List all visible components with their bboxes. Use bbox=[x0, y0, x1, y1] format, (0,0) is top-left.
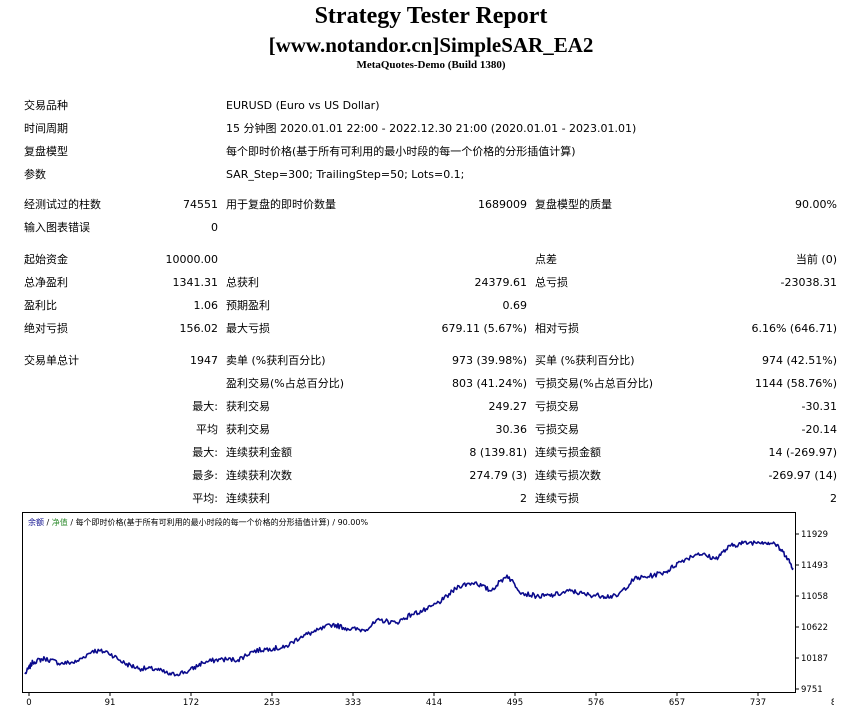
avg-consec-losses-label: 连续亏损 bbox=[535, 492, 579, 505]
errors-label: 输入图表错误 bbox=[24, 221, 90, 234]
bars-value: 74551 bbox=[183, 198, 218, 211]
expert-name: [www.notandor.cn]SimpleSAR_EA2 bbox=[268, 33, 594, 57]
average-prefix: 平均 bbox=[196, 423, 218, 436]
legend-balance: 余额 bbox=[28, 517, 44, 527]
symbol-label: 交易品种 bbox=[24, 99, 68, 112]
short-positions-value: 973 (39.98%) bbox=[451, 354, 527, 367]
plot-area bbox=[22, 512, 796, 693]
long-positions-label: 买单 (%获利百分比) bbox=[535, 354, 635, 367]
net-profit-value: 1341.31 bbox=[172, 276, 219, 289]
abs-drawdown-label: 绝对亏损 bbox=[24, 322, 68, 335]
profit-trades-label: 盈利交易(%占总百分比) bbox=[226, 377, 345, 390]
x-tick-label: 333 bbox=[345, 698, 361, 708]
largest-prefix: 最大: bbox=[192, 400, 218, 413]
x-tick-label: 576 bbox=[588, 698, 604, 708]
x-tick-label: 172 bbox=[183, 698, 199, 708]
x-tick-label: 414 bbox=[426, 698, 442, 708]
y-tick-label: 11929 bbox=[801, 530, 828, 540]
maximal-consec-loss-label: 连续亏损次数 bbox=[535, 469, 601, 482]
rel-drawdown-value: 6.16% (646.71) bbox=[751, 322, 837, 335]
server-build: MetaQuotes-Demo (Build 1380) bbox=[356, 59, 506, 71]
largest-loss-value: -30.31 bbox=[801, 400, 837, 413]
maximal-consec-loss-value: -269.97 (14) bbox=[768, 469, 837, 482]
expected-payoff-label: 预期盈利 bbox=[226, 299, 270, 312]
balance-chart: 余额 / 净值 / 每个即时价格(基于所有可利用的最小时段的每一个价格的分形插值… bbox=[22, 512, 834, 708]
params-label: 参数 bbox=[24, 168, 46, 181]
spread-value: 当前 (0) bbox=[795, 253, 837, 266]
ticks-label: 用于复盘的即时价数量 bbox=[226, 198, 336, 211]
chart-legend: 余额 / 净值 / 每个即时价格(基于所有可利用的最小时段的每一个价格的分形插值… bbox=[28, 517, 368, 527]
gross-loss-value: -23038.31 bbox=[780, 276, 837, 289]
x-tick-label: 253 bbox=[264, 698, 280, 708]
bars-label: 经测试过的柱数 bbox=[24, 198, 101, 211]
x-tick-label: 91 bbox=[105, 698, 116, 708]
largest-profit-value: 249.27 bbox=[488, 400, 528, 413]
balance-line bbox=[24, 540, 794, 677]
y-tick-label: 9751 bbox=[801, 685, 823, 695]
max-consec-losses-value: 14 (-269.97) bbox=[768, 446, 837, 459]
x-tick-label: 737 bbox=[750, 698, 766, 708]
deposit-value: 10000.00 bbox=[165, 253, 219, 266]
legend-equity: 净值 bbox=[52, 517, 68, 527]
period-label: 时间周期 bbox=[24, 122, 68, 135]
profit-factor-label: 盈利比 bbox=[24, 299, 57, 312]
loss-trades-value: 1144 (58.76%) bbox=[754, 377, 837, 390]
max-consec-wins-value: 8 (139.81) bbox=[469, 446, 527, 459]
x-tick-label: 0 bbox=[26, 698, 31, 708]
average-loss-label: 亏损交易 bbox=[535, 423, 579, 436]
avg-consec-losses-value: 2 bbox=[830, 492, 837, 505]
expected-payoff-value: 0.69 bbox=[502, 299, 528, 312]
errors-value: 0 bbox=[211, 221, 218, 234]
max-drawdown-label: 最大亏损 bbox=[226, 322, 270, 335]
max-drawdown-value: 679.11 (5.67%) bbox=[441, 322, 527, 335]
period-value: 15 分钟图 2020.01.01 22:00 - 2022.12.30 21:… bbox=[226, 122, 637, 135]
total-trades-label: 交易单总计 bbox=[24, 354, 79, 367]
avg-consec-wins-label: 连续获利 bbox=[226, 492, 270, 505]
gross-loss-label: 总亏损 bbox=[535, 276, 568, 289]
model-value: 每个即时价格(基于所有可利用的最小时段的每一个价格的分形插值计算) bbox=[226, 145, 576, 158]
gross-profit-label: 总获利 bbox=[226, 276, 259, 289]
y-tick-label: 10622 bbox=[801, 623, 828, 633]
spread-label: 点差 bbox=[535, 253, 557, 266]
average-profit-label: 获利交易 bbox=[226, 423, 270, 436]
total-trades-value: 1947 bbox=[190, 354, 218, 367]
legend-description: / 每个即时价格(基于所有可利用的最小时段的每一个价格的分形插值计算) / 90… bbox=[68, 517, 369, 527]
largest-loss-label: 亏损交易 bbox=[535, 400, 579, 413]
maximal-prefix: 最多: bbox=[192, 469, 218, 482]
report-title: Strategy Tester Report bbox=[314, 3, 548, 29]
ticks-value: 1689009 bbox=[478, 198, 527, 211]
gross-profit-value: 24379.61 bbox=[474, 276, 528, 289]
symbol-value: EURUSD (Euro vs US Dollar) bbox=[226, 99, 380, 112]
quality-value: 90.00% bbox=[795, 198, 837, 211]
short-positions-label: 卖单 (%获利百分比) bbox=[226, 354, 326, 367]
params-value: SAR_Step=300; TrailingStep=50; Lots=0.1; bbox=[226, 168, 465, 181]
y-tick-label: 11058 bbox=[801, 592, 828, 602]
x-tick-label: 657 bbox=[669, 698, 685, 708]
avg-consec-wins-value: 2 bbox=[520, 492, 527, 505]
abs-drawdown-value: 156.02 bbox=[179, 322, 219, 335]
largest-profit-label: 获利交易 bbox=[226, 400, 270, 413]
quality-label: 复盘模型的质量 bbox=[535, 198, 612, 211]
max-consec-wins-label: 连续获利金额 bbox=[226, 446, 292, 459]
net-profit-label: 总净盈利 bbox=[24, 276, 68, 289]
y-tick-label: 11493 bbox=[801, 561, 828, 571]
x-tick-label: 818 bbox=[831, 698, 834, 708]
y-tick-label: 10187 bbox=[801, 654, 828, 664]
average-profit-value: 30.36 bbox=[495, 423, 528, 436]
x-tick-label: 495 bbox=[507, 698, 523, 708]
average-loss-value: -20.14 bbox=[801, 423, 837, 436]
avg-consec-prefix: 平均: bbox=[192, 492, 218, 505]
long-positions-value: 974 (42.51%) bbox=[761, 354, 837, 367]
model-label: 复盘模型 bbox=[24, 145, 68, 158]
maximal-consec-profit-value: 274.79 (3) bbox=[469, 469, 527, 482]
rel-drawdown-label: 相对亏损 bbox=[535, 322, 579, 335]
profit-trades-value: 803 (41.24%) bbox=[451, 377, 527, 390]
deposit-label: 起始资金 bbox=[24, 253, 68, 266]
profit-factor-value: 1.06 bbox=[193, 299, 219, 312]
max-consec-losses-label: 连续亏损金额 bbox=[535, 446, 601, 459]
maximal-consec-profit-label: 连续获利次数 bbox=[226, 469, 292, 482]
loss-trades-label: 亏损交易(%占总百分比) bbox=[535, 377, 654, 390]
legend-separator: / bbox=[44, 518, 52, 527]
max-prefix: 最大: bbox=[192, 446, 218, 459]
